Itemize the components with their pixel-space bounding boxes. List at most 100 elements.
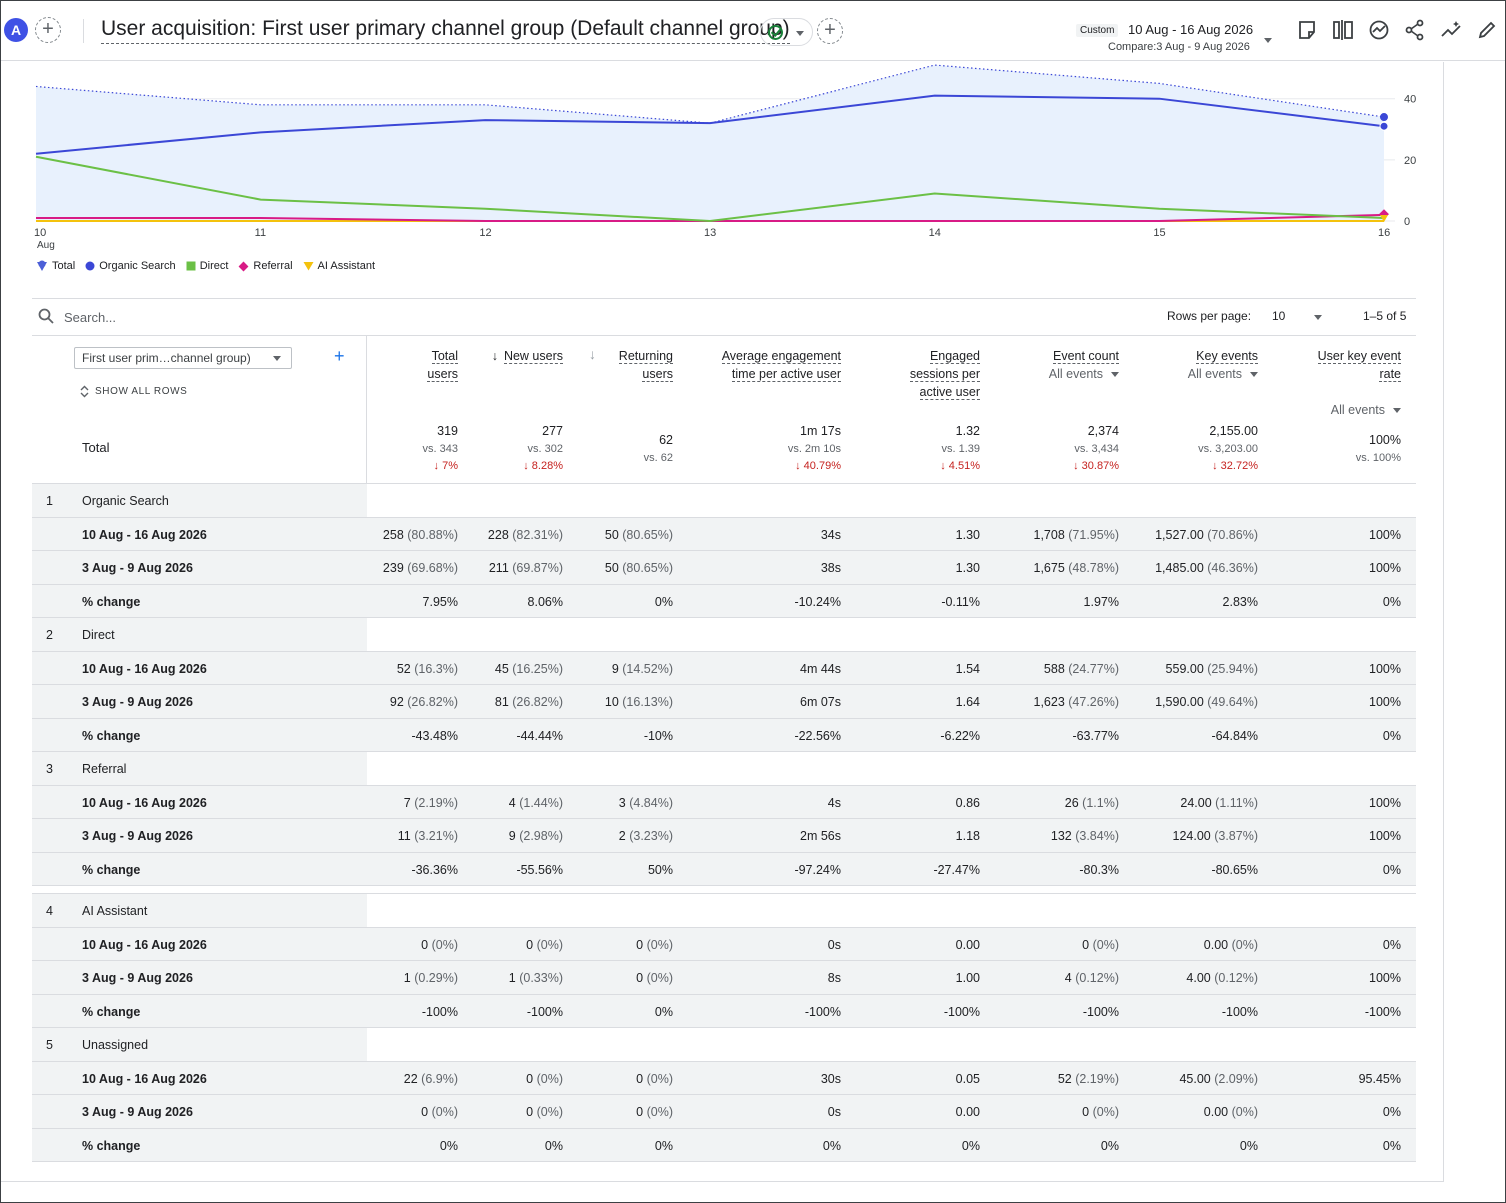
cell-value: 100% [1369,971,1401,985]
total-compare-value: vs. 1.39 [941,443,980,455]
group-row[interactable]: 4 AI Assistant [32,894,1416,928]
column-header[interactable]: Returning users [618,347,673,383]
cell-value: 100% [1369,795,1401,810]
group-row[interactable]: 1 Organic Search [32,484,1416,518]
line-chart[interactable]: 40 20 0 10 11 12 13 14 15 16 Aug [0,62,1440,252]
table-cell: 4.00 (0.12%) [1186,971,1258,985]
table-row: 10 Aug - 16 Aug 2026 7 (2.19%) 4 (1.44%) 3 … [32,785,1416,819]
compare-end-point [1380,113,1388,122]
search-input[interactable]: Search... [64,310,117,325]
cell-share: (46.36%) [1207,561,1258,575]
share-icon[interactable] [1404,19,1426,41]
column-header[interactable]: ↓ New users [492,347,563,365]
total-cell: 1.32 vs. 1.39 ↓ 4.51% [940,424,980,472]
chevron-down-icon[interactable] [1314,315,1322,320]
column-header-label: Total [431,349,458,364]
group-row-fill [367,752,1416,785]
table-cell: 0% [655,595,673,609]
show-all-rows-button[interactable]: SHOW ALL ROWS [80,385,187,398]
channel-name: AI Assistant [82,904,148,918]
x-tick-label: 10 [34,227,46,239]
group-row-fill [367,1028,1416,1061]
row-label: % change [82,728,141,743]
date-range-text: 10 Aug - 16 Aug 2026 [1128,22,1254,37]
cell-value: 2 [618,829,626,843]
legend-label: AI Assistant [317,260,376,272]
cell-value: -0.11% [941,594,980,609]
cell-value: 0 [636,1071,644,1086]
sort-arrow-icon[interactable]: ↓ [589,346,596,362]
table-cell: 1.00 [956,971,980,985]
event-filter-select[interactable]: All events [1330,403,1385,417]
table-cell: 10 (16.13%) [605,695,673,709]
column-header[interactable]: Event count All events [1049,347,1119,383]
cell-share: (1.1%) [1082,795,1119,810]
legend-item[interactable]: AI Assistant [303,260,375,272]
x-tick-label: 15 [1153,227,1165,239]
add-filter-button[interactable]: + [817,18,843,44]
cell-value: 0% [1100,1138,1119,1153]
report-status-dropdown[interactable] [760,18,813,46]
group-row[interactable]: 3 Referral [32,752,1416,786]
cell-value: 45 [494,661,509,676]
table-cell: 0 (0%) [526,938,563,952]
group-row-fill [367,618,1416,651]
cell-value: 2.83% [1222,594,1258,609]
table-cell: 50 (80.65%) [605,561,673,575]
cell-value: 1,485.00 [1155,561,1204,575]
column-header[interactable]: Engaged sessions per active user [909,347,980,401]
edit-pencil-icon[interactable] [1476,19,1498,41]
column-header[interactable]: Average engagement time per active user [721,347,841,383]
cell-value: 0s [827,937,841,952]
legend-item[interactable]: Direct [186,260,228,272]
add-dimension-button[interactable]: + [334,346,345,366]
table-cell: -0.11% [941,595,980,609]
column-header[interactable]: Key events All events [1188,347,1258,383]
insights-note-icon[interactable] [1296,19,1318,41]
table-row: % change 7.95% 8.06% 0% -10.24% -0.11% 1.97% 2.… [32,584,1416,618]
cell-value: 92 [389,695,404,709]
table-cell: 1,623 (47.26%) [1034,695,1120,709]
group-row[interactable]: 5 Unassigned [32,1028,1416,1062]
add-comparison-button[interactable]: + [35,17,61,43]
table-cell: -44.44% [516,729,563,743]
unfold-icon [80,385,89,398]
page-title[interactable]: User acquisition: First user primary cha… [101,17,790,44]
table-cell: 100% [1369,796,1401,810]
legend-item[interactable]: Referral [238,260,293,272]
group-row[interactable]: 2 Direct [32,618,1416,652]
avatar[interactable]: A [4,18,28,42]
legend-item[interactable]: Total [36,260,75,272]
dimension-select[interactable]: First user prim…channel group) [74,347,292,369]
cell-value: 4m 44s [800,661,841,676]
compare-area [36,65,1384,221]
table-cell: 559.00 (25.94%) [1166,662,1258,676]
table-cell: -100% [1222,1005,1258,1019]
legend-item[interactable]: Organic Search [85,260,176,272]
event-filter-select[interactable]: All events [1187,367,1242,381]
table-cell: -36.36% [411,863,458,877]
total-compare-value: vs. 302 [527,443,563,455]
table-cell: 1,590.00 (49.64%) [1155,695,1258,709]
trending-sparkle-icon[interactable] [1440,19,1462,41]
table-cell: -63.77% [1072,729,1119,743]
cell-value: 1,590.00 [1155,695,1204,709]
table-cell: 38s [821,561,841,575]
cell-value: 30s [820,1071,841,1086]
channel-name: Unassigned [82,1038,149,1052]
cell-value: -22.56% [794,728,841,743]
cell-value: 0 [636,937,644,952]
cell-value: -27.47% [933,862,980,877]
cell-value: 0 [636,971,644,985]
column-header[interactable]: User key event rate All events [1317,347,1401,419]
rows-per-page-select[interactable]: 10 [1272,309,1286,323]
table-cell: -100% [944,1005,980,1019]
compare-columns-icon[interactable] [1332,19,1354,41]
cell-value: 0% [439,1138,458,1153]
table-cell: 100% [1369,528,1401,542]
column-header[interactable]: Total users [427,347,458,383]
table-cell: -10.24% [794,595,841,609]
cell-value: -80.3% [1079,862,1119,877]
insights-icon[interactable] [1368,19,1390,41]
event-filter-select[interactable]: All events [1048,367,1103,381]
